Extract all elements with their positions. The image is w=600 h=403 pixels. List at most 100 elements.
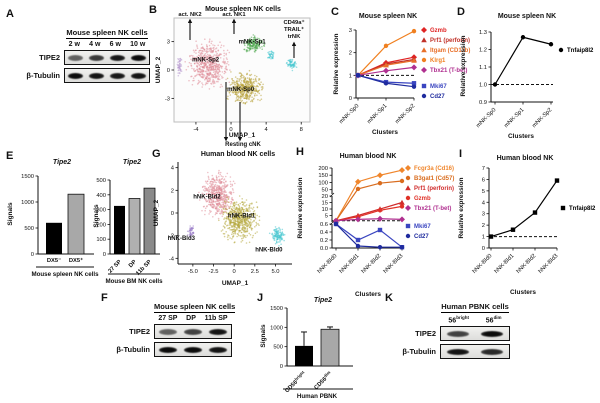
- y-tick-label: 200: [96, 222, 106, 228]
- data-point: [279, 230, 281, 232]
- data-point: [203, 56, 205, 59]
- series-line: [490, 180, 558, 238]
- legend-label: Fcgr3a (Cd16): [414, 166, 454, 172]
- data-point: [217, 217, 220, 220]
- y-tick-label: 1: [482, 235, 485, 241]
- data-point: [213, 204, 215, 206]
- data-point: [229, 220, 232, 223]
- chart-title: Tipe2: [314, 297, 332, 304]
- data-point: [214, 66, 217, 68]
- cluster-label: hNK-Bld0: [255, 248, 283, 254]
- data-point: [240, 231, 243, 234]
- data-point: [203, 48, 206, 51]
- data-point: [221, 206, 223, 208]
- chart-title: Human blood NK: [340, 153, 397, 160]
- data-point: [243, 48, 245, 51]
- data-point: [248, 77, 251, 79]
- data-point: [196, 60, 199, 62]
- data-point: [250, 218, 252, 221]
- cluster-points: [226, 69, 264, 105]
- data-point: [240, 95, 242, 97]
- data-point: [249, 74, 252, 77]
- data-point: [178, 60, 180, 63]
- data-point: [217, 77, 219, 80]
- data-point: [208, 88, 211, 90]
- data-point: [204, 83, 207, 86]
- data-point: [193, 51, 196, 53]
- data-point: [227, 218, 230, 220]
- data-point: [213, 48, 215, 50]
- data-point: [204, 190, 206, 192]
- protein-band: [481, 330, 503, 337]
- data-point: [226, 97, 228, 100]
- data-point: [207, 48, 209, 50]
- data-point: [212, 65, 214, 67]
- data-point: [244, 44, 246, 47]
- data-point: [220, 67, 223, 69]
- data-point: [248, 95, 251, 98]
- data-point: [255, 80, 258, 83]
- data-point: [241, 85, 243, 87]
- data-point: [253, 41, 256, 43]
- data-point: [245, 236, 247, 239]
- blot-box: [440, 344, 510, 360]
- data-point: [211, 62, 214, 65]
- data-point: [247, 219, 249, 222]
- data-point: [220, 208, 223, 211]
- data-point: [242, 84, 244, 87]
- data-point: [238, 79, 241, 81]
- data-point: [258, 92, 261, 95]
- blot-box: [440, 326, 510, 342]
- data-point: [209, 71, 212, 74]
- data-point: [261, 48, 263, 50]
- marker: [399, 216, 405, 223]
- marker: [411, 57, 417, 63]
- y-tick-label: -4: [169, 256, 175, 262]
- data-point: [197, 58, 199, 60]
- data-point: [238, 80, 240, 83]
- data-point: [223, 196, 226, 198]
- data-point: [276, 231, 279, 233]
- data-point: [229, 180, 232, 183]
- protein-band: [68, 54, 83, 61]
- data-point: [198, 49, 201, 52]
- data-point: [217, 200, 220, 203]
- x-tick-label: hNK-Bld1: [339, 253, 361, 275]
- data-point: [227, 90, 229, 92]
- data-point: [246, 96, 249, 98]
- data-point: [248, 204, 251, 207]
- data-point: [272, 54, 274, 57]
- data-point: [225, 194, 228, 196]
- data-point: [222, 176, 224, 178]
- data-point: [249, 226, 251, 229]
- data-point: [232, 230, 234, 232]
- data-point: [209, 194, 211, 196]
- data-point: [209, 38, 211, 40]
- data-point: [245, 213, 248, 215]
- data-point: [234, 233, 236, 235]
- data-point: [203, 195, 205, 197]
- data-point: [212, 74, 215, 76]
- data-point: [237, 215, 239, 218]
- data-point: [240, 100, 243, 103]
- data-point: [225, 207, 227, 210]
- data-point: [227, 198, 230, 200]
- data-point: [214, 205, 216, 207]
- data-point: [188, 61, 191, 64]
- data-point: [197, 51, 200, 54]
- data-point: [226, 87, 228, 90]
- data-point: [278, 234, 281, 237]
- data-point: [204, 56, 207, 58]
- data-point: [213, 188, 216, 191]
- data-point: [239, 202, 241, 205]
- y-tick-label: 200: [318, 166, 328, 172]
- series-line: [335, 205, 403, 222]
- data-point: [253, 95, 256, 97]
- data-point: [207, 55, 210, 57]
- data-point: [215, 185, 217, 188]
- data-point: [208, 68, 211, 70]
- x-tick-label: DX5⁺: [69, 257, 83, 264]
- data-point: [206, 180, 209, 182]
- data-point: [206, 59, 208, 61]
- y-tick-label: 0: [280, 364, 283, 370]
